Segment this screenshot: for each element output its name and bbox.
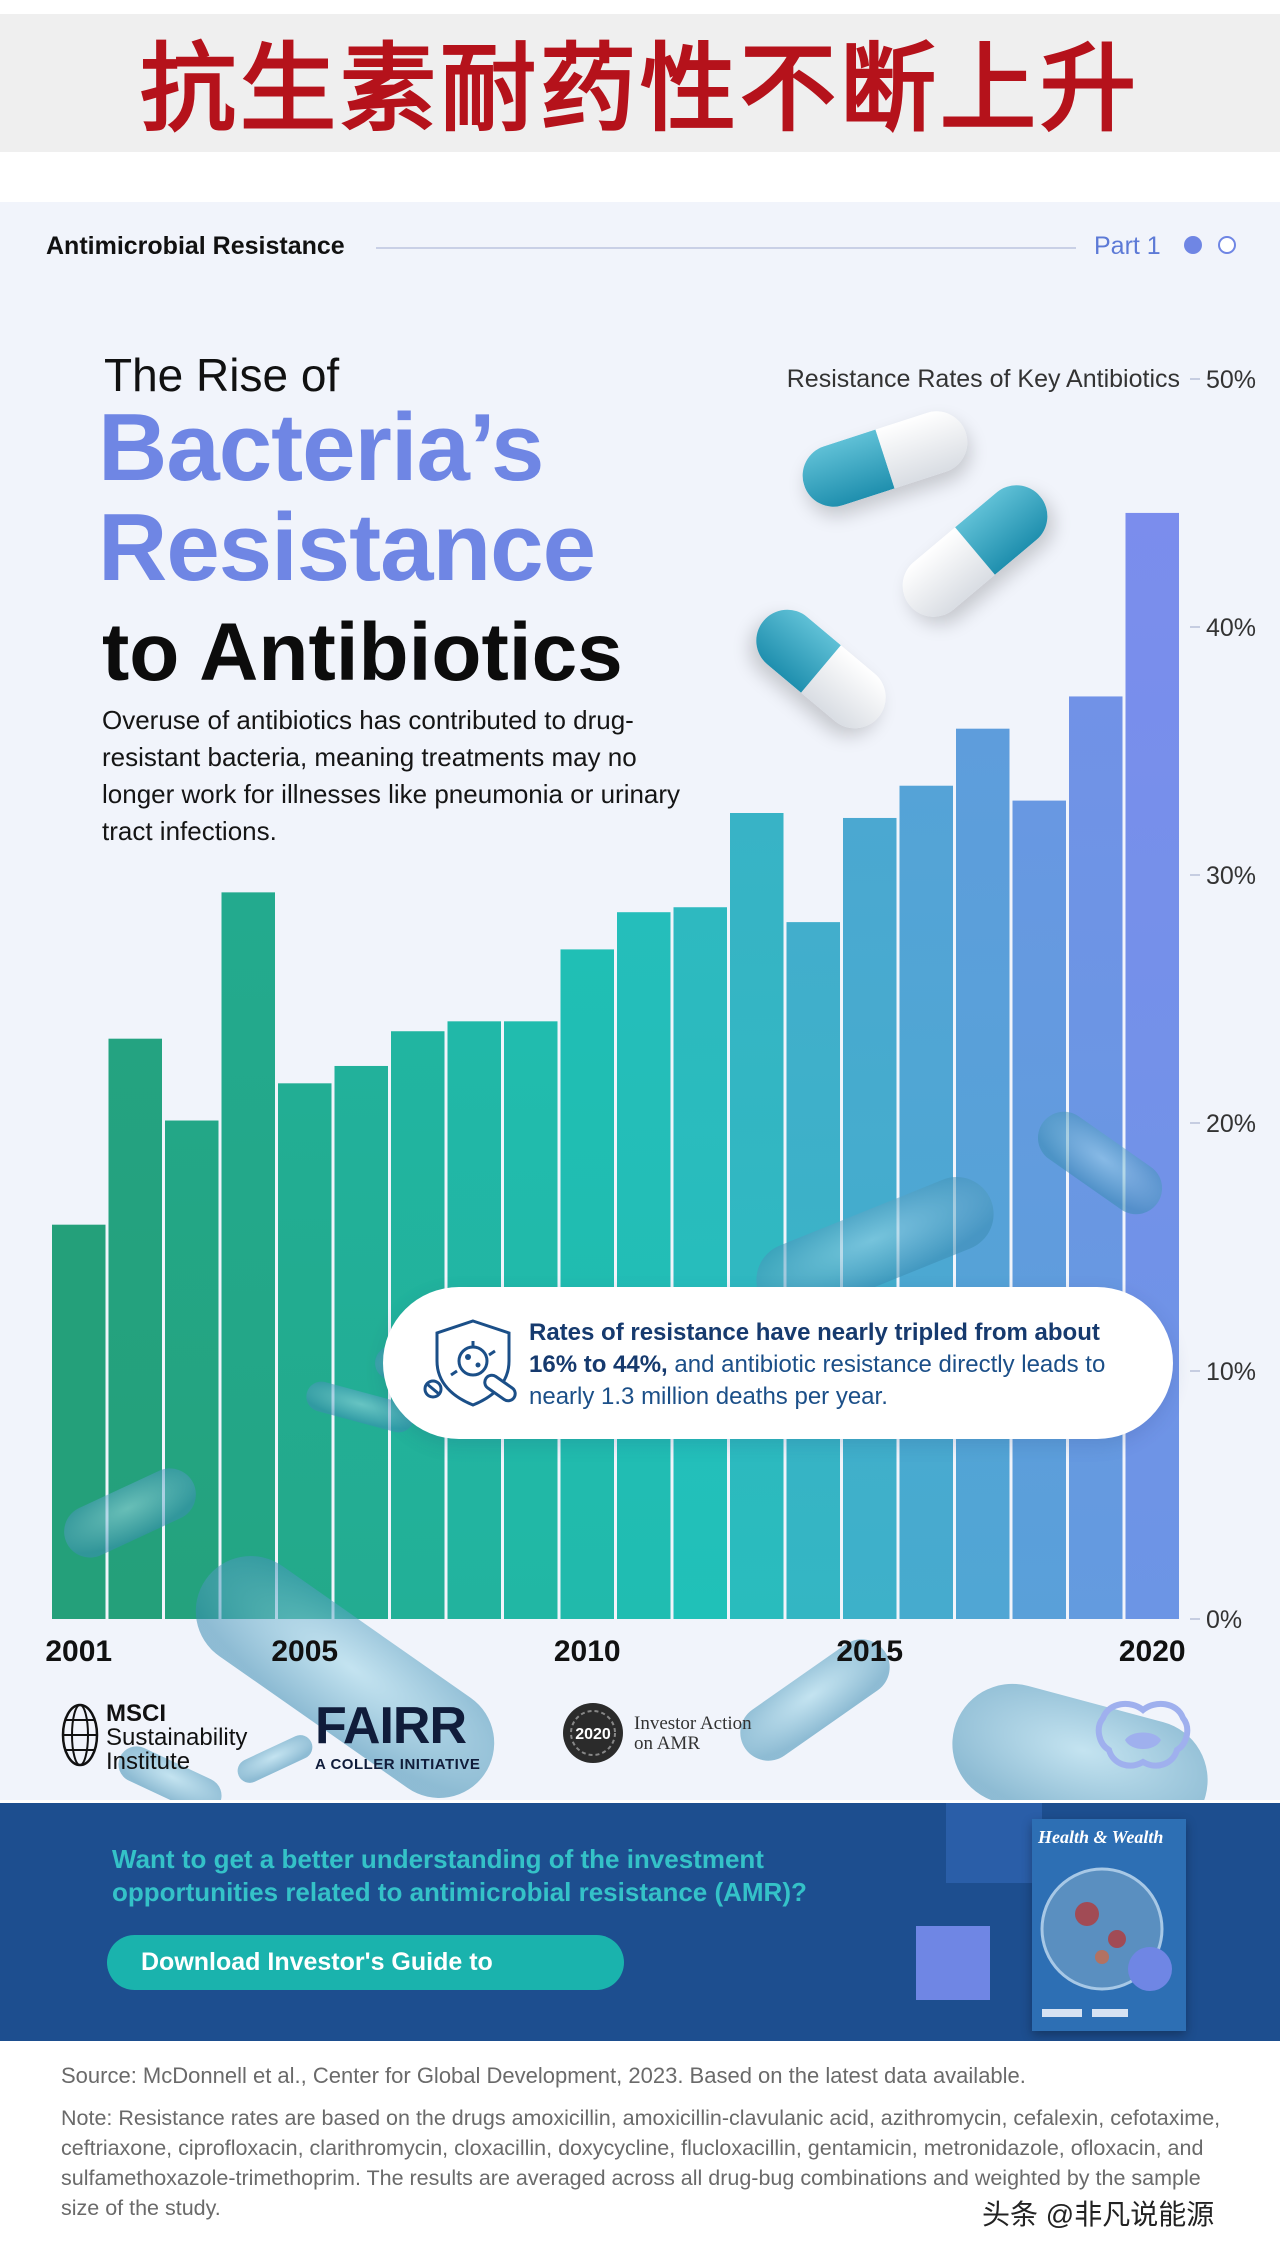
cta-question: Want to get a better understanding of th… (112, 1844, 807, 1907)
bacteria-icon (306, 1381, 414, 1433)
decorative-square (946, 1803, 1042, 1883)
y-tick-label: 0% (1206, 1606, 1242, 1634)
bacteria-icon (195, 1556, 495, 1798)
x-tick-label: 2015 (836, 1635, 903, 1668)
fairr-logo[interactable]: FAIRR A COLLER INITIATIVE (315, 1700, 480, 1773)
page-dot-active[interactable] (1184, 236, 1202, 254)
bar-2018[interactable] (1012, 800, 1067, 1619)
y-tick-label: 50% (1206, 366, 1256, 394)
header-divider (376, 247, 1076, 249)
bar-2003[interactable] (165, 1120, 219, 1619)
section-label: Antimicrobial Resistance (46, 232, 345, 260)
decorative-square (916, 1926, 990, 2000)
bacteria-icon (118, 1746, 222, 1800)
bar-2011[interactable] (617, 912, 671, 1619)
pre-title: The Rise of (104, 349, 340, 401)
fairr-wordmark: FAIRR (315, 1697, 467, 1755)
report-title: Health & Wealth (1038, 1827, 1164, 1847)
bar-2010[interactable] (560, 949, 615, 1619)
brain-icon (1095, 1700, 1191, 1769)
page-dot-inactive[interactable] (1218, 236, 1236, 254)
x-tick-label: 2010 (554, 1635, 621, 1668)
source-note: Source: McDonnell et al., Center for Glo… (61, 2063, 1026, 2088)
y-tick-label: 30% (1206, 862, 1256, 890)
bar-2001[interactable] (52, 1224, 106, 1619)
description: Overuse of antibiotics has contributed t… (102, 705, 681, 846)
msci-line2: Sustainability (106, 1724, 248, 1751)
bacteria-icon (740, 1639, 890, 1761)
page-title-line3: to Antibiotics (102, 607, 623, 698)
y-tick-label: 20% (1206, 1110, 1256, 1138)
part-label: Part 1 (1094, 232, 1161, 260)
bacteria-icon (64, 1468, 196, 1558)
bar-2004[interactable] (221, 892, 276, 1619)
footer: Source: McDonnell et al., Center for Glo… (0, 2041, 1280, 2260)
y-tick-label: 10% (1206, 1358, 1256, 1386)
bacteria-icon (237, 1735, 313, 1783)
x-tick-label: 2020 (1119, 1635, 1186, 1668)
download-guide-label: Download Investor's Guide to (141, 1948, 493, 1976)
methodology-note: Note: Resistance rates are based on the … (61, 2106, 1221, 2220)
bar-2012[interactable] (673, 907, 728, 1619)
download-guide-button[interactable]: Download Investor's Guide to (107, 1935, 624, 1990)
petri-dish-icon (1040, 1867, 1172, 2017)
cta-banner: Want to get a better understanding of th… (0, 1803, 1280, 2041)
bacteria-icon (952, 1683, 1208, 1800)
y-tick-label: 40% (1206, 614, 1256, 642)
bar-2006[interactable] (334, 1065, 389, 1619)
report-cover-image[interactable]: Health & Wealth (1032, 1819, 1186, 2031)
axis-labels: 0% 10% 20% 30% 40% 50% Resistance Rates of Key… (45, 365, 1256, 1668)
bar-2013[interactable] (730, 813, 784, 1619)
callout-text-bold: Rates of resistance have nearly tripled … (529, 1319, 1100, 1378)
bacteria-icon (756, 1177, 994, 1317)
bar-2005[interactable] (278, 1083, 332, 1619)
bar-2020[interactable] (1125, 512, 1180, 1619)
infographic-panel: Antimicrobial Resistance Part 1 0% 1 (0, 202, 1280, 1800)
chart-title: Resistance Rates of Key Antibiotics (787, 365, 1180, 393)
ia-line1: Investor Action (634, 1713, 752, 1734)
brain-logo[interactable] (1095, 1700, 1191, 1779)
banner: 抗生素耐药性不断上升 (0, 14, 1280, 152)
fairr-subtitle: A COLLER INITIATIVE (315, 1756, 481, 1773)
bacteria-icon (1037, 1111, 1163, 1215)
callout-box: Rates of resistance have nearly tripled … (383, 1287, 1173, 1439)
investor-action-badge-icon: 2020 (563, 1703, 623, 1763)
x-tick-label: 2005 (271, 1635, 338, 1668)
resistance-bar-chart: 0% 10% 20% 30% 40% 50% Resistance Rates of Key… (45, 365, 1256, 1800)
x-tick-label: 2001 (45, 1635, 112, 1668)
page-title-line2: Resistance (98, 494, 596, 601)
y-axis-ticks (1190, 378, 1200, 1620)
msci-line3: Institute (106, 1748, 191, 1775)
msci-name: MSCI (106, 1700, 166, 1727)
ia-line2: on AMR (634, 1733, 700, 1754)
bar-2017[interactable] (956, 728, 1010, 1619)
callout-text-rest: and antibiotic resistance directly leads… (529, 1351, 1106, 1410)
shield-bacteria-pill-icon (423, 1319, 517, 1407)
msci-logo[interactable]: MSCI Sustainability Institute (60, 1700, 260, 1780)
globe-icon (61, 1703, 99, 1767)
page-title-line1: Bacteria’s (98, 394, 544, 501)
banner-title: 抗生素耐药性不断上升 (140, 33, 1140, 145)
callout-text: Rates of resistance have nearly tripled … (529, 1317, 1149, 1413)
investor-action-badge: 2020 (575, 1726, 611, 1743)
watermark: 头条 @非凡说能源 (982, 2199, 1215, 2230)
